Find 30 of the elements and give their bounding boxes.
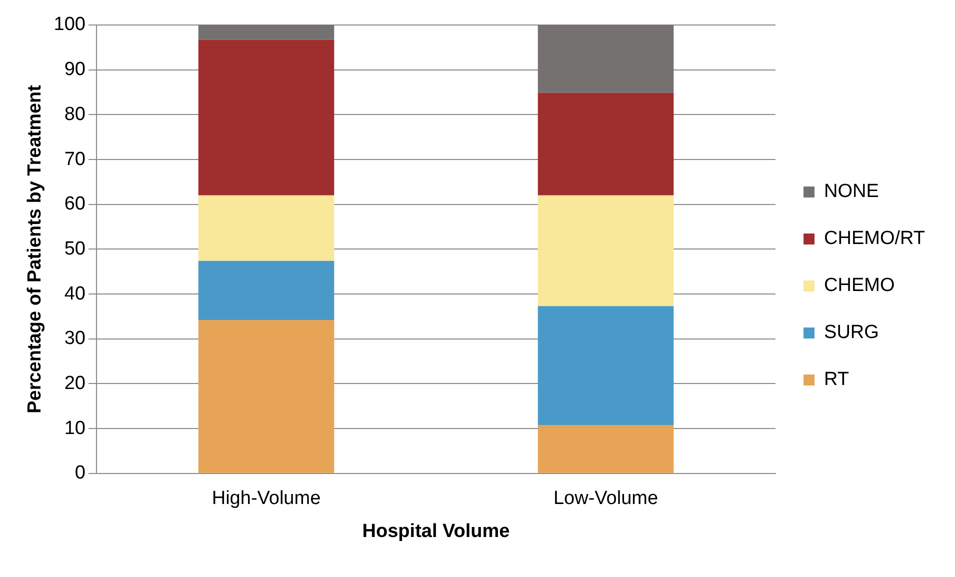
bar: [538, 195, 674, 306]
y-axis-title: Percentage of Patients by Treatment: [24, 84, 46, 414]
y-tick-label: 40: [64, 283, 86, 304]
y-tick-label: 10: [64, 418, 86, 439]
x-axis-title: Hospital Volume: [362, 520, 510, 542]
y-tick-label: 30: [64, 328, 86, 350]
y-tick-label: 100: [54, 14, 86, 36]
y-tick-label: 70: [64, 148, 86, 170]
x-tick-label: High-Volume: [212, 488, 321, 510]
bar: [538, 25, 674, 93]
y-tick-label: 60: [64, 194, 86, 215]
bar: [198, 40, 334, 196]
legend-label: SURG: [824, 322, 879, 344]
bar: [198, 260, 334, 320]
y-tick-label: 50: [64, 238, 86, 260]
x-tick-label: Low-Volume: [553, 488, 658, 510]
y-tick-label: 80: [64, 104, 86, 125]
bar: [538, 92, 674, 196]
y-tick-label: 90: [64, 59, 86, 80]
bar: [198, 195, 334, 261]
legend-label: CHEMO: [824, 275, 895, 296]
bar: [198, 25, 334, 40]
legend-label: NONE: [824, 181, 879, 202]
y-tick-label: 0: [74, 462, 86, 484]
legend-label: CHEMO/RT: [824, 228, 926, 250]
bar: [538, 306, 674, 425]
legend-label: RT: [824, 369, 850, 390]
bar: [538, 424, 674, 473]
bar: [198, 320, 334, 473]
y-tick-label: 20: [64, 372, 86, 394]
